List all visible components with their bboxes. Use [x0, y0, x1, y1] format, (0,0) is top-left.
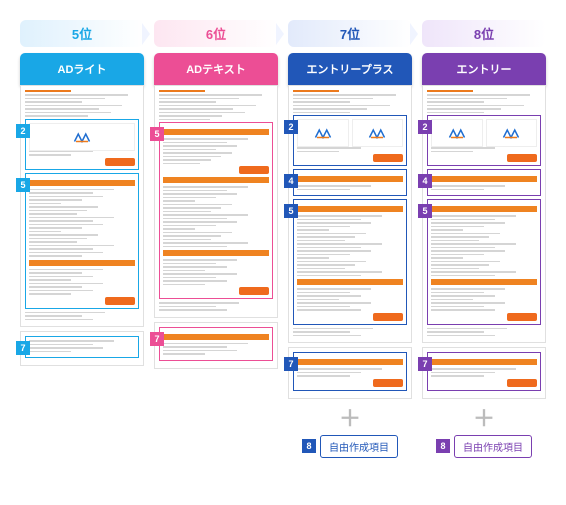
- page-preview: 2 5 7: [20, 85, 144, 366]
- page-preview: 2 4 5 7: [288, 85, 412, 399]
- rank-chip: 6位: [154, 20, 278, 47]
- plan-header: ADテキスト: [154, 53, 278, 85]
- plus-icon: ＋: [473, 401, 495, 433]
- rank-chip: 8位: [422, 20, 546, 47]
- plan-header: ADライト: [20, 53, 144, 85]
- plan-column: 5位 ADライト2 5 7: [20, 20, 144, 458]
- plan-column: 8位エントリー2 4 5 7 ＋8 自由作成項目: [422, 20, 546, 458]
- plan-column: 7位エントリープラス2 4 5 7 ＋8 自由作成項目: [288, 20, 412, 458]
- free-item-tag: 8 自由作成項目: [436, 435, 532, 458]
- plan-header: エントリー: [422, 53, 546, 85]
- page-preview: 5 7: [154, 85, 278, 369]
- free-item-tag: 8 自由作成項目: [302, 435, 398, 458]
- plan-header: エントリープラス: [288, 53, 412, 85]
- plus-icon: ＋: [339, 401, 361, 433]
- page-preview: 2 4 5 7: [422, 85, 546, 399]
- plan-column: 6位 ADテキスト5 7: [154, 20, 278, 458]
- rank-chip: 7位: [288, 20, 412, 47]
- rank-chip: 5位: [20, 20, 144, 47]
